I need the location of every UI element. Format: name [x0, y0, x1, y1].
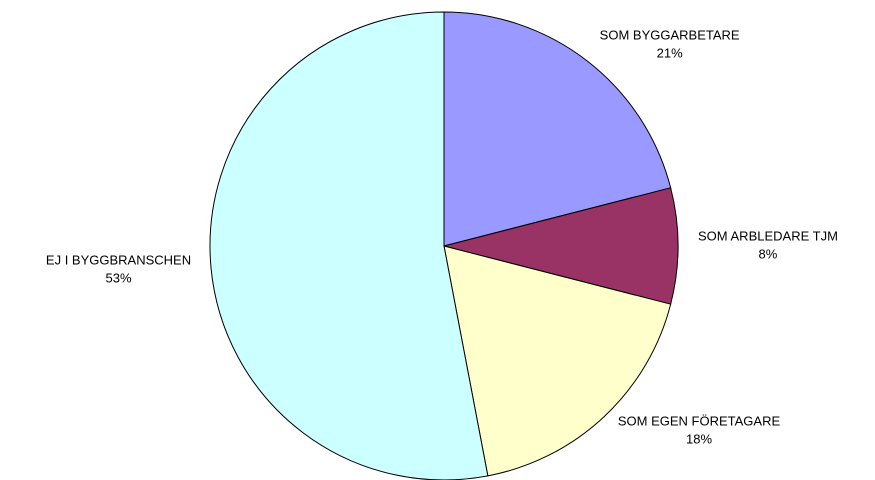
- slice-value-label: 18%: [686, 432, 712, 447]
- slice-value-label: 53%: [106, 270, 132, 285]
- pie-slice: [209, 11, 489, 480]
- pie-slice: [443, 245, 672, 477]
- slice-label: SOM ARBLEDARE TJM: [698, 228, 838, 243]
- slice-label: EJ I BYGGBRANSCHEN: [46, 252, 191, 267]
- slice-label: SOM EGEN FÖRETAGARE: [618, 414, 781, 429]
- pie-slice: [443, 187, 679, 305]
- pie-slice: [443, 11, 672, 247]
- slice-label: SOM BYGGARBETARE: [600, 28, 740, 43]
- slice-value-label: 8%: [759, 246, 778, 261]
- slice-value-label: 21%: [657, 46, 683, 61]
